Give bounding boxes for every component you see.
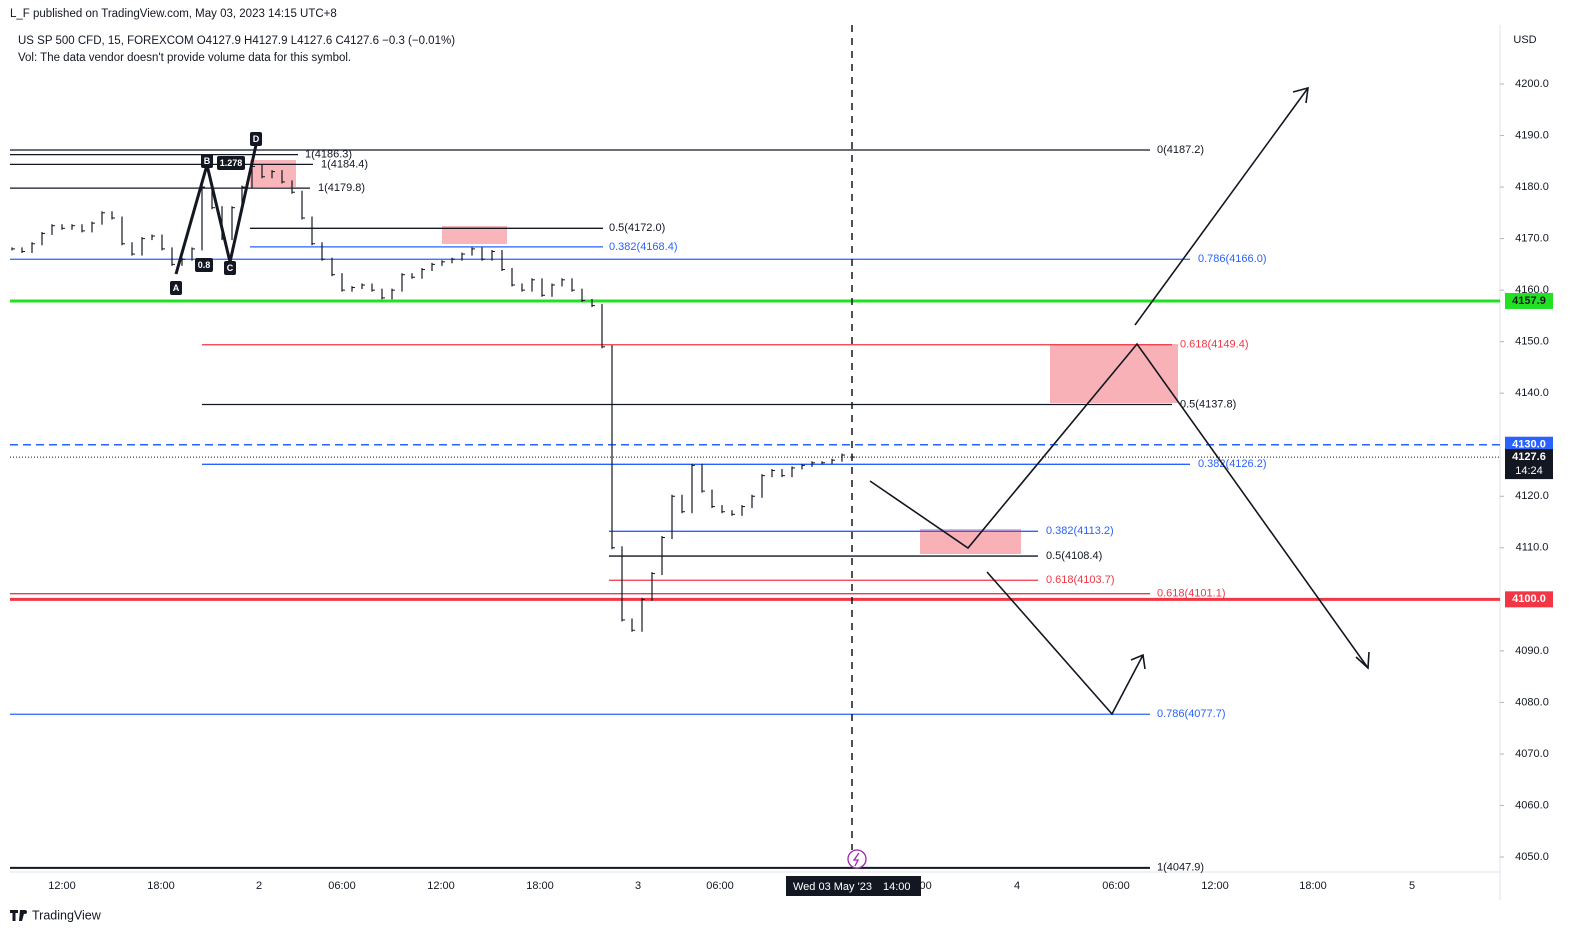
y-tick-label: 4110.0 (1516, 542, 1549, 554)
y-tick-label: 4070.0 (1515, 748, 1549, 760)
y-tick-label: 4060.0 (1515, 799, 1549, 811)
level-label: 0.618(4149.4) (1180, 339, 1249, 351)
level-label: 0.382(4168.4) (609, 241, 678, 253)
point-box (170, 281, 182, 295)
y-tick-label: 4170.0 (1515, 233, 1549, 245)
x-tick-label: 12:00 (48, 880, 76, 892)
x-tick-label: 12:00 (427, 880, 455, 892)
price-bars (11, 164, 855, 632)
y-tick-label: 4150.0 (1515, 336, 1549, 348)
levels: 0(4187.2) 1(4186.3)1(4184.4) 1(4179.8) 0.5(… (10, 144, 1500, 874)
event-icon[interactable] (847, 849, 867, 869)
y-tick-label: 4200.0 (1515, 78, 1549, 90)
point-box (201, 154, 213, 168)
point-box (250, 132, 262, 146)
x-tick-label: 18:00 (1299, 880, 1327, 892)
event-icon-bolt (852, 852, 860, 867)
level-label: 1(4047.9) (1157, 862, 1204, 874)
countdown: 14:24 (1515, 465, 1543, 477)
price-marker-label: 4157.9 (1512, 295, 1546, 307)
ratio-box (195, 258, 213, 272)
y-tick-label: 4140.0 (1515, 387, 1549, 399)
y-tick-label: 4090.0 (1515, 645, 1549, 657)
path (986, 571, 1144, 716)
y-tick-label: 4080.0 (1515, 696, 1549, 708)
price-marker-box (1505, 591, 1553, 608)
harmonic-pattern (174, 144, 258, 275)
y-tick-label: 4190.0 (1515, 129, 1549, 141)
y-tick-label: 4180.0 (1515, 181, 1549, 193)
ratio-label: 1.278 (220, 158, 243, 168)
point-box (224, 261, 236, 275)
price-marker-label: 4130.0 (1512, 439, 1546, 451)
level-label: 0.618(4103.7) (1046, 574, 1115, 586)
x-tick-label: 2 (256, 880, 262, 892)
path (869, 342, 1369, 669)
projection (869, 86, 1370, 716)
last-price-label: 4127.6 (1512, 451, 1546, 463)
crosshair-time-box (786, 876, 921, 896)
x-tick-label: 3 (635, 880, 641, 892)
path (1134, 87, 1309, 326)
level-label: 1(4184.4) (321, 158, 368, 170)
y-tick-label: 4120.0 (1515, 490, 1549, 502)
x-tick-label: 18:00 (526, 880, 554, 892)
logo (10, 910, 28, 921)
x-tick-label: 06:00 (328, 880, 356, 892)
arrowhead (1292, 86, 1309, 104)
y-tick-label: 4050.0 (1515, 851, 1549, 863)
level-label: 0(4187.2) (1157, 144, 1204, 156)
ratio-box (217, 156, 245, 170)
last-price-box (1505, 449, 1553, 480)
symbol-info: US SP 500 CFD, 15, FOREXCOM O4127.9 H412… (18, 35, 455, 47)
zone (442, 226, 507, 244)
level-label: 1(4186.3) (305, 149, 352, 161)
point-label: D (253, 134, 260, 144)
x-tick-label: 4 (1014, 880, 1020, 892)
level-label: 0.5(4172.0) (609, 222, 665, 234)
published-note: L_F published on TradingView.com, May 03… (10, 8, 337, 20)
price-marker-label: 4100.0 (1512, 593, 1546, 605)
pattern-labels: A B C D 0.8 1.278 (170, 132, 262, 295)
point-label: A (173, 283, 180, 293)
arrowhead (1355, 651, 1370, 670)
level-label: 0.5(4137.8) (1180, 398, 1236, 410)
currency: USD (1513, 34, 1536, 46)
point-label: C (227, 263, 234, 273)
level-label: 0.786(4077.7) (1157, 708, 1226, 720)
x-tick-label: 18:00 (147, 880, 175, 892)
volume-note: Vol: The data vendor doesn't provide vol… (18, 52, 351, 64)
x-tick-label: 5 (1409, 880, 1415, 892)
ratio-label: 0.8 (198, 260, 211, 270)
level-label: 0.382(4113.2) (1046, 525, 1114, 537)
footer-brand: TradingView (32, 908, 102, 922)
level-label: 0.786(4166.0) (1198, 253, 1267, 265)
level-label: 0.618(4101.1) (1157, 588, 1226, 600)
level-label: 0.5(4108.4) (1046, 550, 1102, 562)
zone (920, 529, 1021, 554)
arrowhead (1130, 653, 1146, 670)
price-marker-box (1505, 292, 1553, 309)
x-tick-label: 06:00 (1102, 880, 1130, 892)
zone (1050, 344, 1178, 403)
level-label: 0.382(4126.2) (1198, 458, 1267, 470)
price-marker-box (1505, 436, 1553, 453)
crosshair-time: 14:00 (883, 881, 911, 893)
x-tick-label: 12:00 (1201, 880, 1229, 892)
crosshair-date: Wed 03 May '23 (793, 881, 872, 893)
x-tick-label: 06:00 (706, 880, 734, 892)
level-label: 1(4179.8) (318, 182, 365, 194)
point-label: B (204, 156, 211, 166)
